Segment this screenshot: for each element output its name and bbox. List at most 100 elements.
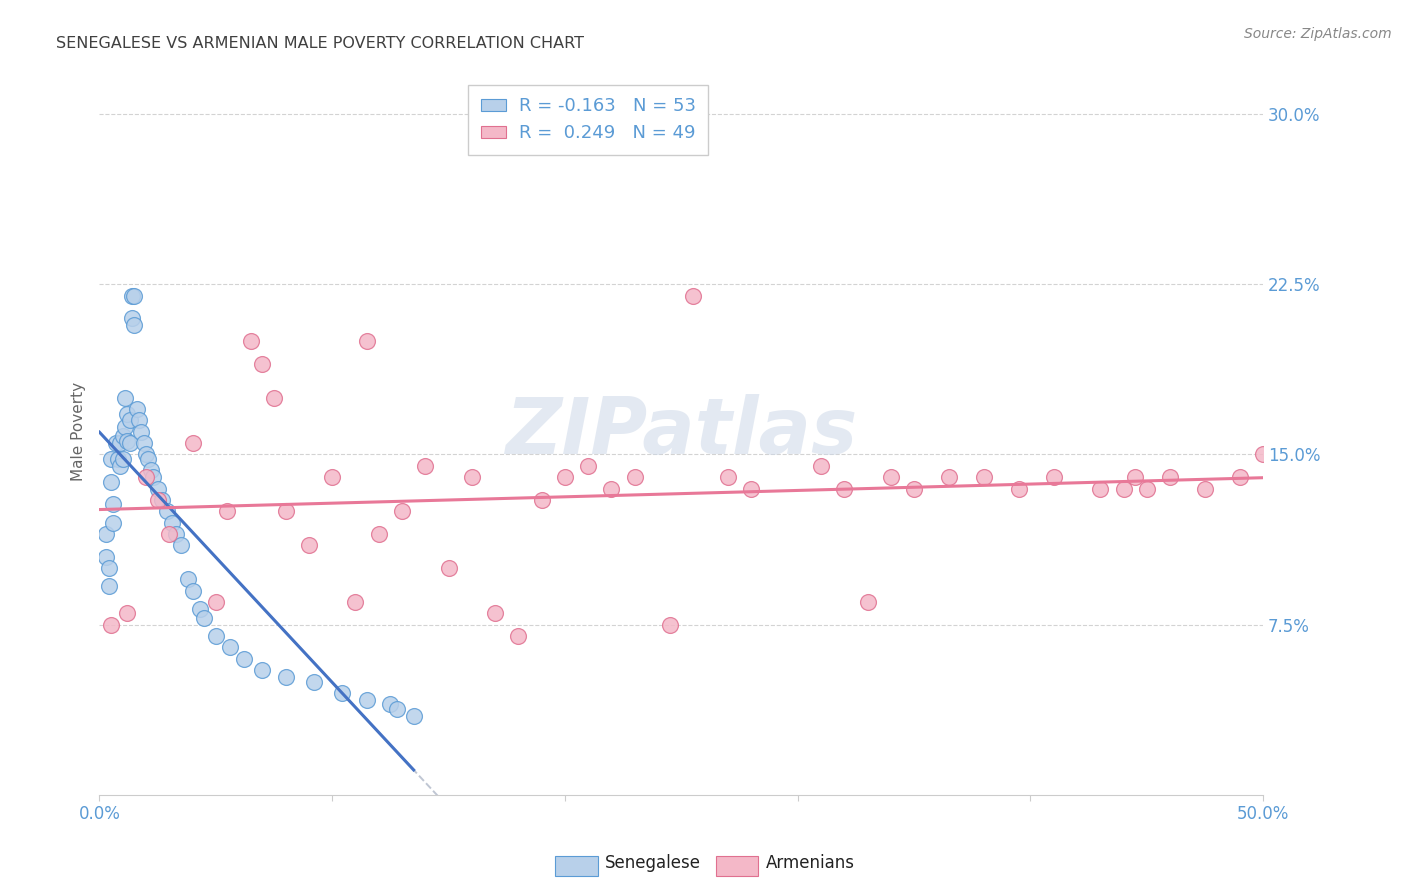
Point (117, 434, 139, 448)
Point (204, 629, 226, 643)
Point (938, 470, 960, 484)
Point (880, 470, 903, 484)
Text: SENEGALESE VS ARMENIAN MALE POVERTY CORRELATION CHART: SENEGALESE VS ARMENIAN MALE POVERTY CORR… (56, 36, 585, 51)
Point (125, 402, 148, 417)
Point (274, 504, 297, 518)
Point (170, 538, 193, 552)
Point (530, 492, 553, 507)
Point (1090, 482, 1112, 496)
Point (150, 492, 173, 507)
Point (135, 448, 157, 462)
Point (136, 452, 159, 467)
Point (330, 686, 353, 700)
Point (508, 629, 530, 643)
Point (104, 436, 127, 450)
Point (160, 516, 183, 530)
Point (107, 452, 129, 467)
Point (121, 311, 143, 326)
Point (1008, 482, 1031, 496)
Point (252, 663, 274, 677)
Point (117, 407, 139, 421)
Point (181, 583, 204, 598)
Point (146, 482, 169, 496)
Point (100, 452, 122, 467)
Point (121, 288, 143, 302)
Point (139, 463, 162, 477)
Point (114, 420, 136, 434)
Point (554, 470, 576, 484)
Point (110, 436, 132, 450)
Legend: R = -0.163   N = 53, R =  0.249   N = 49: R = -0.163 N = 53, R = 0.249 N = 49 (468, 85, 709, 155)
Point (321, 470, 343, 484)
Point (298, 538, 321, 552)
Point (142, 470, 165, 484)
Point (156, 504, 179, 518)
Point (274, 670, 297, 684)
Point (97, 561, 120, 575)
Point (96, 527, 118, 541)
Point (218, 640, 240, 655)
Point (356, 692, 378, 706)
Point (124, 288, 146, 302)
Point (146, 492, 169, 507)
Point (181, 436, 204, 450)
Point (810, 458, 832, 473)
Point (96, 549, 118, 564)
Point (239, 334, 262, 348)
Point (302, 674, 325, 689)
Point (118, 413, 141, 427)
Point (973, 470, 995, 484)
Point (204, 595, 226, 609)
Point (387, 702, 409, 716)
Point (344, 595, 367, 609)
Point (1136, 482, 1159, 496)
Point (402, 708, 425, 723)
Point (188, 602, 211, 616)
Point (110, 458, 132, 473)
Text: Senegalese: Senegalese (605, 855, 700, 872)
Point (217, 504, 239, 518)
Point (100, 475, 122, 489)
Point (740, 482, 762, 496)
Point (1123, 470, 1146, 484)
Point (856, 595, 879, 609)
Point (135, 470, 157, 484)
Point (413, 458, 436, 473)
Point (437, 561, 460, 575)
Point (118, 436, 141, 450)
Point (97, 579, 120, 593)
Point (117, 607, 139, 621)
Point (111, 452, 134, 467)
Point (193, 611, 215, 625)
Point (103, 498, 125, 512)
Point (114, 391, 136, 405)
Point (132, 436, 155, 450)
Point (131, 425, 153, 439)
Point (1251, 448, 1274, 462)
Point (103, 516, 125, 530)
Point (717, 470, 740, 484)
Point (461, 470, 484, 484)
Point (380, 698, 402, 712)
Point (367, 527, 389, 541)
Point (623, 470, 645, 484)
Point (1159, 470, 1181, 484)
Text: ZIPatlas: ZIPatlas (505, 393, 858, 470)
Point (1112, 482, 1135, 496)
Point (391, 504, 413, 518)
Point (484, 607, 506, 621)
Point (177, 573, 200, 587)
Point (128, 413, 150, 427)
Point (600, 482, 623, 496)
Text: Source: ZipAtlas.com: Source: ZipAtlas.com (1244, 27, 1392, 41)
Point (576, 458, 599, 473)
Point (124, 318, 146, 332)
Point (682, 288, 704, 302)
Y-axis label: Male Poverty: Male Poverty (72, 383, 86, 482)
Point (658, 617, 681, 632)
Point (1194, 482, 1216, 496)
Point (157, 527, 180, 541)
Point (263, 391, 285, 405)
Point (165, 527, 187, 541)
Point (1229, 470, 1251, 484)
